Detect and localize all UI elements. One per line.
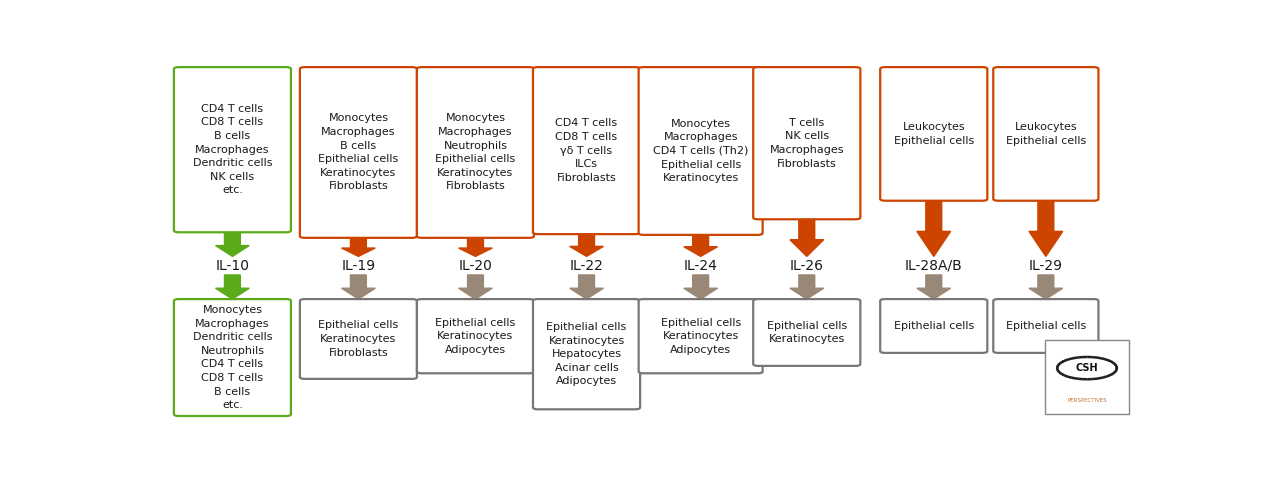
FancyBboxPatch shape bbox=[993, 67, 1098, 201]
Text: IL-29: IL-29 bbox=[1029, 259, 1062, 273]
Polygon shape bbox=[342, 275, 375, 299]
Polygon shape bbox=[570, 275, 603, 299]
FancyBboxPatch shape bbox=[1044, 340, 1129, 414]
Text: PERSPECTIVES: PERSPECTIVES bbox=[1068, 398, 1107, 403]
Polygon shape bbox=[458, 275, 493, 299]
FancyBboxPatch shape bbox=[993, 299, 1098, 353]
Text: Leukocytes
Epithelial cells: Leukocytes Epithelial cells bbox=[893, 122, 974, 146]
Polygon shape bbox=[684, 235, 718, 256]
FancyBboxPatch shape bbox=[417, 67, 534, 238]
FancyBboxPatch shape bbox=[753, 299, 860, 366]
Polygon shape bbox=[916, 275, 951, 299]
Text: IL-26: IL-26 bbox=[790, 259, 824, 273]
Text: Epithelial cells: Epithelial cells bbox=[1006, 321, 1085, 331]
FancyBboxPatch shape bbox=[532, 299, 640, 409]
Polygon shape bbox=[215, 232, 250, 256]
Polygon shape bbox=[1029, 275, 1062, 299]
FancyBboxPatch shape bbox=[532, 67, 640, 234]
Polygon shape bbox=[342, 238, 375, 256]
FancyBboxPatch shape bbox=[753, 67, 860, 219]
Text: IL-24: IL-24 bbox=[684, 259, 718, 273]
Text: CD4 T cells
CD8 T cells
B cells
Macrophages
Dendritic cells
NK cells
etc.: CD4 T cells CD8 T cells B cells Macropha… bbox=[193, 104, 273, 196]
Text: T cells
NK cells
Macrophages
Fibroblasts: T cells NK cells Macrophages Fibroblasts bbox=[769, 118, 844, 169]
Polygon shape bbox=[790, 219, 823, 256]
FancyBboxPatch shape bbox=[174, 299, 291, 416]
Text: Leukocytes
Epithelial cells: Leukocytes Epithelial cells bbox=[1006, 122, 1085, 146]
Text: Monocytes
Macrophages
Dendritic cells
Neutrophils
CD4 T cells
CD8 T cells
B cell: Monocytes Macrophages Dendritic cells Ne… bbox=[193, 305, 273, 410]
FancyBboxPatch shape bbox=[174, 67, 291, 232]
Text: Epithelial cells
Keratinocytes
Adipocytes: Epithelial cells Keratinocytes Adipocyte… bbox=[435, 318, 516, 355]
Text: CD4 T cells
CD8 T cells
γδ T cells
ILCs
Fibroblasts: CD4 T cells CD8 T cells γδ T cells ILCs … bbox=[556, 119, 618, 183]
Text: Epithelial cells
Keratinocytes: Epithelial cells Keratinocytes bbox=[767, 321, 847, 344]
FancyBboxPatch shape bbox=[881, 67, 987, 201]
Text: Epithelial cells: Epithelial cells bbox=[893, 321, 974, 331]
FancyBboxPatch shape bbox=[300, 299, 417, 379]
FancyBboxPatch shape bbox=[417, 299, 534, 373]
Text: IL-10: IL-10 bbox=[215, 259, 250, 273]
Text: Monocytes
Macrophages
B cells
Epithelial cells
Keratinocytes
Fibroblasts: Monocytes Macrophages B cells Epithelial… bbox=[319, 113, 398, 191]
Polygon shape bbox=[916, 201, 951, 256]
FancyBboxPatch shape bbox=[639, 299, 763, 373]
Text: Monocytes
Macrophages
Neutrophils
Epithelial cells
Keratinocytes
Fibroblasts: Monocytes Macrophages Neutrophils Epithe… bbox=[435, 113, 516, 191]
Text: IL-20: IL-20 bbox=[458, 259, 493, 273]
Polygon shape bbox=[570, 234, 603, 256]
Polygon shape bbox=[1029, 201, 1062, 256]
FancyBboxPatch shape bbox=[300, 67, 417, 238]
Text: Epithelial cells
Keratinocytes
Fibroblasts: Epithelial cells Keratinocytes Fibroblas… bbox=[319, 321, 398, 358]
FancyBboxPatch shape bbox=[881, 299, 987, 353]
Text: IL-28A/B: IL-28A/B bbox=[905, 259, 963, 273]
Polygon shape bbox=[684, 275, 718, 299]
Text: IL-19: IL-19 bbox=[342, 259, 375, 273]
Text: CSH: CSH bbox=[1075, 363, 1098, 373]
Text: IL-22: IL-22 bbox=[570, 259, 603, 273]
Text: Epithelial cells
Keratinocytes
Adipocytes: Epithelial cells Keratinocytes Adipocyte… bbox=[660, 318, 741, 355]
Text: Epithelial cells
Keratinocytes
Hepatocytes
Acinar cells
Adipocytes: Epithelial cells Keratinocytes Hepatocyt… bbox=[547, 322, 627, 387]
Polygon shape bbox=[215, 275, 250, 299]
Polygon shape bbox=[458, 238, 493, 256]
FancyBboxPatch shape bbox=[639, 67, 763, 235]
Text: Monocytes
Macrophages
CD4 T cells (Th2)
Epithelial cells
Keratinocytes: Monocytes Macrophages CD4 T cells (Th2) … bbox=[653, 119, 749, 183]
Polygon shape bbox=[790, 275, 823, 299]
